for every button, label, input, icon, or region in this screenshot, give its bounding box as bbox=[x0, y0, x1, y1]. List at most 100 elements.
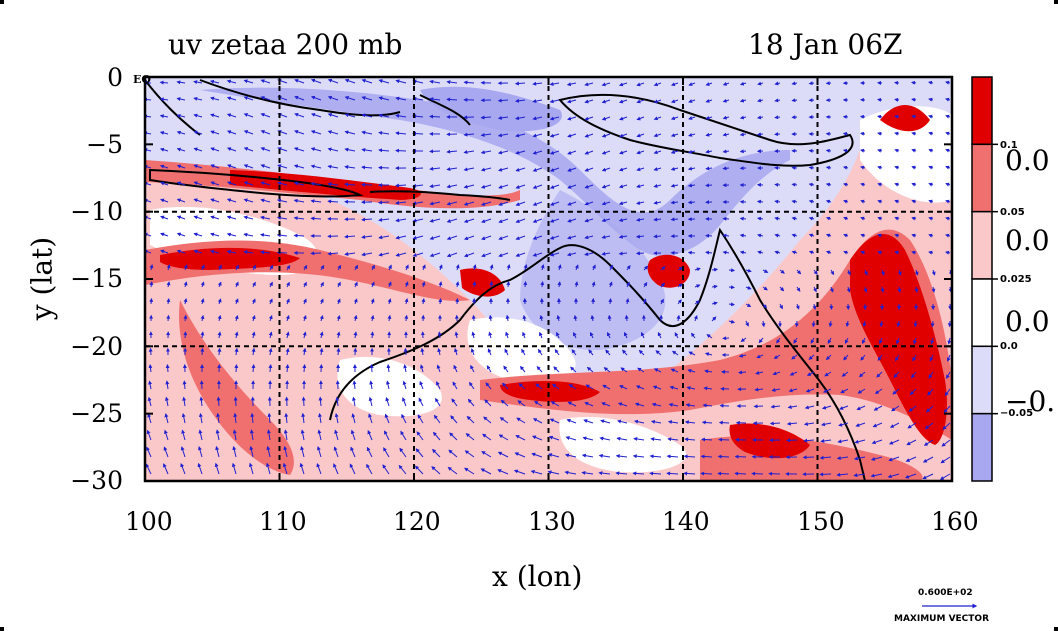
wind-vector bbox=[618, 218, 628, 222]
wind-vector bbox=[378, 200, 390, 205]
wind-vector bbox=[369, 364, 374, 373]
wind-vector bbox=[928, 250, 934, 255]
wind-vector bbox=[636, 167, 645, 172]
wind-vector bbox=[148, 364, 153, 373]
wind-vector bbox=[880, 286, 885, 293]
wind-vector bbox=[701, 437, 713, 442]
wind-vector bbox=[584, 218, 594, 223]
wind-vector bbox=[470, 364, 475, 373]
wind-vector bbox=[269, 281, 273, 288]
wind-vector bbox=[894, 131, 900, 136]
wind-vector bbox=[334, 413, 339, 424]
wind-vector bbox=[549, 133, 560, 138]
wind-vector bbox=[320, 264, 325, 271]
wind-vector bbox=[182, 380, 187, 390]
wind-vector bbox=[584, 184, 594, 189]
wind-vector bbox=[653, 167, 662, 171]
wind-vector bbox=[455, 264, 460, 271]
max-vector-value: 0.600E+02 bbox=[918, 588, 973, 598]
wind-vector bbox=[486, 365, 492, 373]
wind-vector bbox=[539, 314, 544, 322]
wind-vector bbox=[913, 320, 918, 328]
x-tick-label-140: 140 bbox=[662, 507, 710, 536]
wind-vector bbox=[739, 81, 747, 86]
wind-vector bbox=[160, 232, 169, 237]
wind-vector bbox=[567, 201, 577, 206]
wind-vector bbox=[589, 331, 594, 339]
wind-vector bbox=[193, 232, 203, 237]
wind-vector bbox=[193, 249, 203, 254]
wind-vector bbox=[300, 445, 305, 458]
wind-vector bbox=[268, 331, 273, 339]
wind-vector bbox=[300, 429, 305, 441]
wind-vector bbox=[618, 82, 628, 87]
wind-vector bbox=[909, 388, 917, 396]
wind-vector bbox=[779, 269, 785, 274]
wind-vector bbox=[429, 201, 441, 206]
wind-vector bbox=[233, 412, 238, 424]
wind-vector bbox=[728, 268, 736, 273]
wind-vector bbox=[226, 198, 237, 203]
wind-vector bbox=[535, 383, 543, 390]
wind-vector bbox=[557, 264, 562, 271]
wind-vector bbox=[912, 354, 917, 362]
new-guinea-coast bbox=[558, 93, 854, 167]
wind-vector bbox=[925, 405, 934, 413]
wind-vector bbox=[301, 412, 306, 424]
wind-vector bbox=[549, 99, 560, 104]
wind-vector bbox=[210, 147, 220, 152]
wind-vector bbox=[531, 435, 543, 441]
wind-vector bbox=[354, 281, 358, 288]
wind-vector bbox=[180, 462, 186, 475]
wind-vector bbox=[877, 199, 883, 204]
wind-vector bbox=[791, 216, 798, 221]
wind-vector bbox=[636, 184, 645, 189]
wind-vector bbox=[791, 81, 798, 86]
wind-vector bbox=[310, 95, 322, 101]
wind-vector bbox=[506, 264, 511, 271]
wind-vector bbox=[843, 182, 849, 187]
wind-vector bbox=[472, 264, 477, 271]
wind-vector bbox=[567, 218, 577, 223]
wind-vector bbox=[368, 396, 373, 407]
colorbar-swatch bbox=[971, 278, 993, 348]
wind-vector bbox=[176, 215, 186, 220]
wind-vector bbox=[722, 115, 730, 120]
wind-vector bbox=[504, 348, 509, 356]
wind-vector bbox=[745, 285, 752, 290]
wind-vector bbox=[911, 165, 917, 170]
wind-vector bbox=[446, 80, 458, 85]
wind-vector bbox=[649, 471, 662, 476]
wind-vector bbox=[660, 266, 666, 271]
wind-vector bbox=[684, 420, 696, 425]
wind-vector bbox=[260, 96, 271, 101]
wind-vector bbox=[670, 368, 679, 373]
wind-vector bbox=[745, 268, 752, 273]
wind-vector bbox=[556, 314, 561, 322]
wind-vector bbox=[653, 217, 662, 222]
wind-vector bbox=[688, 82, 696, 86]
wind-vector bbox=[860, 199, 866, 204]
wind-vector bbox=[856, 405, 866, 411]
wind-vector bbox=[463, 184, 475, 189]
wind-vector bbox=[303, 281, 307, 288]
y-tick-label-minus25: −25 bbox=[70, 399, 123, 428]
colorbar-swatch bbox=[971, 210, 993, 280]
wind-vector bbox=[351, 413, 356, 424]
wind-vector bbox=[414, 465, 424, 475]
wind-vector bbox=[636, 133, 645, 138]
wind-vector bbox=[505, 314, 510, 322]
wind-vector bbox=[429, 97, 441, 102]
wind-vector bbox=[877, 114, 883, 119]
wind-vector bbox=[361, 113, 373, 118]
wind-vector bbox=[216, 396, 221, 407]
wind-vector bbox=[382, 464, 390, 475]
wind-vector bbox=[636, 116, 645, 121]
wind-vector bbox=[745, 320, 749, 327]
wind-vector bbox=[584, 252, 594, 257]
wind-vector bbox=[480, 468, 492, 475]
wind-vector bbox=[467, 398, 475, 407]
wind-vector bbox=[515, 435, 526, 441]
wind-vector bbox=[567, 133, 577, 138]
borneo-sulawesi-coast bbox=[199, 79, 471, 126]
